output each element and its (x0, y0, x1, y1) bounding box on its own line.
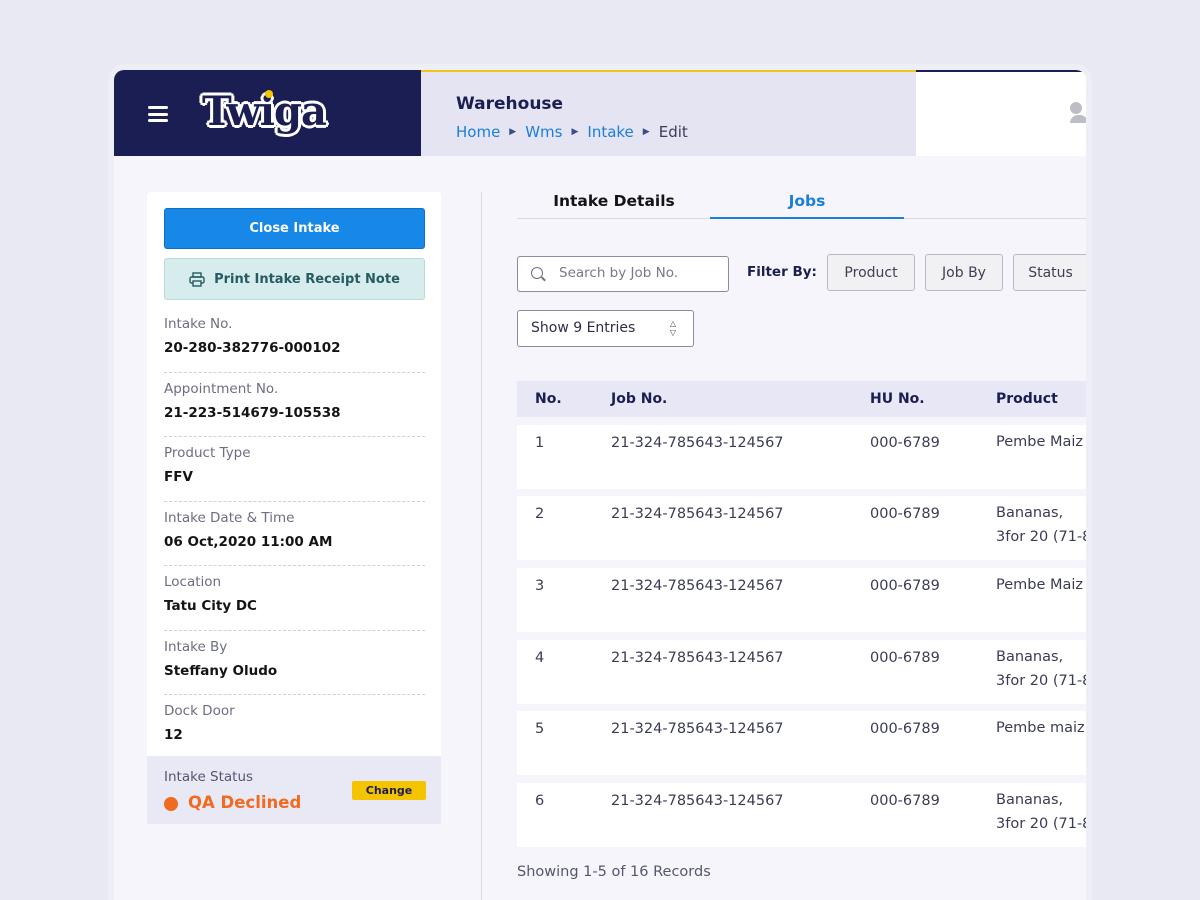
status-value: QA Declined (188, 793, 302, 812)
field-value: Steffany Oludo (164, 662, 278, 679)
menu-icon[interactable] (148, 106, 168, 122)
cell-product: Pembe maiz (996, 720, 1085, 737)
field-label: Appointment No. (164, 380, 279, 397)
field-product-type: Product Type FFV (164, 437, 425, 502)
table-row[interactable]: 1 21-324-785643-124567 000-6789 Pembe Ma… (517, 424, 1086, 489)
cell-no: 1 (535, 434, 545, 451)
cell-product: Bananas, 3for 20 (71-8 (996, 505, 1086, 546)
filter-product-button[interactable]: Product (827, 254, 915, 291)
tab-bar: Intake Details Jobs (517, 192, 1086, 219)
breadcrumb-wms[interactable]: Wms (525, 123, 563, 141)
user-area (916, 70, 1086, 156)
breadcrumb-intake[interactable]: Intake (587, 123, 634, 141)
field-label: Intake By (164, 638, 228, 655)
cell-job-no: 21-324-785643-124567 (611, 434, 784, 451)
cell-hu-no: 000-6789 (870, 506, 940, 523)
cell-job-no: 21-324-785643-124567 (611, 506, 784, 523)
close-intake-button[interactable]: Close Intake (164, 208, 425, 249)
cell-job-no: 21-324-785643-124567 (611, 721, 784, 738)
cell-hu-no: 000-6789 (870, 793, 940, 810)
field-label: Intake Date & Time (164, 509, 295, 526)
cell-no: 3 (535, 578, 545, 595)
filter-label: Filter By: (747, 264, 817, 280)
breadcrumb-home[interactable]: Home (456, 123, 501, 141)
cell-no: 4 (535, 649, 545, 666)
cell-product: Pembe Maiz (996, 433, 1084, 450)
cell-no: 6 (535, 793, 545, 810)
cell-no: 2 (535, 506, 545, 523)
column-header-no[interactable]: No. (535, 391, 562, 407)
table-header: No. Job No. HU No. Product (517, 381, 1086, 417)
column-header-product[interactable]: Product (996, 391, 1058, 407)
field-value: 21-223-514679-105538 (164, 404, 341, 421)
filter-status-button[interactable]: Status (1013, 254, 1086, 291)
breadcrumb-edit: Edit (658, 123, 688, 141)
page-header: Warehouse Home ▶ Wms ▶ Intake ▶ Edit (421, 70, 916, 156)
field-intake-date: Intake Date & Time 06 Oct,2020 11:00 AM (164, 502, 425, 566)
app-window: Twiga Warehouse Home ▶ Wms ▶ Intake ▶ Ed… (114, 70, 1086, 900)
jobs-table: No. Job No. HU No. Product 1 21-324-7856… (517, 381, 1086, 848)
printer-icon (189, 271, 205, 287)
print-receipt-button[interactable]: Print Intake Receipt Note (164, 258, 425, 300)
cell-hu-no: 000-6789 (870, 578, 940, 595)
field-label: Intake No. (164, 316, 233, 332)
table-row[interactable]: 5 21-324-785643-124567 000-6789 Pembe ma… (517, 711, 1086, 776)
breadcrumb-separator-icon: ▶ (642, 127, 650, 137)
field-value: 12 (164, 727, 183, 743)
print-receipt-label: Print Intake Receipt Note (214, 271, 400, 287)
table-row[interactable]: 6 21-324-785643-124567 000-6789 Bananas,… (517, 783, 1086, 848)
cell-hu-no: 000-6789 (870, 434, 940, 451)
search-icon (531, 267, 543, 279)
search-input[interactable] (559, 265, 719, 281)
cell-job-no: 21-324-785643-124567 (611, 578, 784, 595)
cell-hu-no: 000-6789 (870, 649, 940, 666)
intake-status: Intake Status QA Declined Change (147, 756, 441, 824)
column-divider (481, 192, 482, 900)
entries-value: Show 9 Entries (531, 320, 636, 336)
cell-product: Pembe Maiz (996, 577, 1084, 594)
field-value: FFV (164, 469, 193, 485)
brand-bar: Twiga (114, 70, 421, 156)
field-label: Dock Door (164, 703, 235, 719)
tab-jobs[interactable]: Jobs (710, 192, 904, 219)
field-dock-door: Dock Door 12 (164, 695, 425, 760)
table-row[interactable]: 4 21-324-785643-124567 000-6789 Bananas,… (517, 639, 1086, 704)
cell-no: 5 (535, 721, 545, 738)
user-avatar-icon[interactable] (1070, 102, 1086, 123)
field-intake-no: Intake No. 20-280-382776-000102 (164, 308, 425, 373)
field-intake-by: Intake By Steffany Oludo (164, 631, 425, 695)
field-value: 06 Oct,2020 11:00 AM (164, 533, 333, 550)
page-title: Warehouse (456, 94, 564, 114)
breadcrumb-separator-icon: ▶ (509, 127, 517, 137)
column-header-job-no[interactable]: Job No. (611, 391, 668, 407)
field-label: Product Type (164, 445, 251, 461)
breadcrumb-separator-icon: ▶ (571, 127, 579, 137)
twiga-logo: Twiga (202, 88, 327, 135)
table-row[interactable]: 3 21-324-785643-124567 000-6789 Pembe Ma… (517, 568, 1086, 633)
cell-hu-no: 000-6789 (870, 721, 940, 738)
cell-product: Bananas, 3for 20 (71-8 (996, 648, 1086, 689)
pagination-summary: Showing 1-5 of 16 Records (517, 864, 711, 880)
status-label: Intake Status (164, 769, 254, 785)
field-appointment-no: Appointment No. 21-223-514679-105538 (164, 373, 425, 437)
field-location: Location Tatu City DC (164, 566, 425, 631)
change-status-button[interactable]: Change (352, 781, 426, 800)
cell-product: Bananas, 3for 20 (71-8 (996, 792, 1086, 833)
table-row[interactable]: 2 21-324-785643-124567 000-6789 Bananas,… (517, 496, 1086, 561)
intake-fields: Intake No. 20-280-382776-000102 Appointm… (164, 308, 425, 760)
breadcrumb: Home ▶ Wms ▶ Intake ▶ Edit (456, 123, 688, 141)
filter-job-by-button[interactable]: Job By (925, 254, 1003, 291)
field-value: Tatu City DC (164, 598, 257, 614)
tab-intake-details[interactable]: Intake Details (553, 192, 675, 210)
field-label: Location (164, 574, 222, 590)
cell-job-no: 21-324-785643-124567 (611, 793, 784, 810)
search-box[interactable] (517, 256, 729, 292)
column-header-hu-no[interactable]: HU No. (870, 391, 925, 407)
intake-summary-card: Close Intake Print Intake Receipt Note I… (147, 192, 441, 824)
sort-arrows-icon: △ ▽ (669, 319, 677, 337)
entries-select[interactable]: Show 9 Entries △ ▽ (517, 310, 694, 347)
status-dot-icon (164, 797, 178, 811)
cell-job-no: 21-324-785643-124567 (611, 649, 784, 666)
field-value: 20-280-382776-000102 (164, 340, 341, 356)
